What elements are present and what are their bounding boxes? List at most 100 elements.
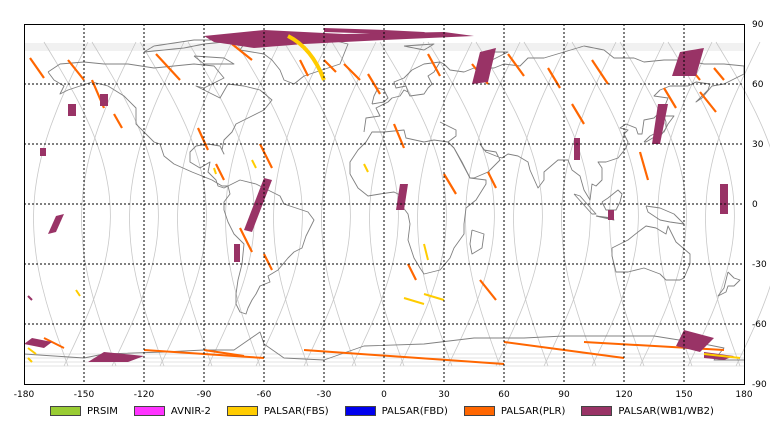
plr-swath (113, 113, 123, 129)
lon-tick-label: -60 (257, 390, 272, 400)
legend-item: AVNIR-2 (133, 405, 211, 417)
map-frame (24, 24, 745, 385)
plr-swath (591, 59, 609, 85)
plr-swath (239, 227, 253, 253)
wb-swath (48, 214, 64, 234)
plr-swath (571, 103, 585, 125)
plr-swath (343, 63, 361, 81)
plr-swath (43, 337, 65, 349)
coastline (223, 179, 315, 315)
legend-label: PALSAR(FBD) (381, 405, 448, 417)
fbs-swath (27, 357, 33, 363)
plr-swath (215, 163, 225, 181)
lon-tick-label: 30 (438, 390, 450, 400)
coverage-map: -180 -150 -120 -90 -60 -30 0 30 60 90 120 150 180 90… (14, 20, 770, 400)
plr-swath (713, 67, 725, 81)
plr-swath (392, 123, 406, 149)
legend-label: PALSAR(FBS) (263, 405, 329, 417)
wb-swath (40, 148, 46, 156)
legend-label: PALSAR(PLR) (500, 405, 566, 417)
lon-tick-label: -90 (197, 390, 212, 400)
wb-swath (234, 244, 240, 262)
wb-swath (100, 94, 108, 106)
legend-label: PALSAR(WB1/WB2) (618, 405, 714, 417)
wb-swath (324, 28, 434, 36)
plr-swath (259, 143, 273, 169)
legend-item: PRSIM (50, 406, 118, 417)
lon-tick-label: 90 (558, 390, 570, 400)
wb-swath (608, 210, 614, 220)
wb-swath (676, 330, 714, 352)
plr-swath (196, 127, 210, 151)
wb-swath (672, 48, 704, 76)
plr-swath (427, 53, 441, 77)
fbs-swath (75, 289, 81, 297)
plr-swath (29, 57, 45, 79)
plr-swath (303, 349, 505, 365)
fbs-swath (213, 167, 217, 175)
lat-tick-label: -90 (752, 380, 767, 390)
longitude-tick-labels: -180 -150 -120 -90 -60 -30 0 30 60 90 120 150 180 (14, 390, 753, 400)
plr-swath (203, 349, 245, 357)
fbs-swath (27, 347, 37, 355)
legend-swatch (581, 406, 613, 416)
legend-swatch (463, 406, 495, 416)
lat-tick-label: -30 (752, 260, 767, 270)
wb-swath (244, 178, 272, 232)
lon-tick-label: -30 (317, 390, 332, 400)
fbs-swath (703, 353, 741, 359)
lat-tick-label: 30 (752, 140, 764, 150)
plr-swath (547, 67, 561, 89)
lon-tick-label: -120 (134, 390, 155, 400)
plr-swath (638, 151, 650, 181)
lat-tick-label: 90 (752, 20, 764, 30)
coastline (573, 193, 597, 215)
latitude-tick-labels: 90 60 30 0 -30 -60 -90 (752, 20, 767, 390)
legend-swatch (133, 406, 165, 416)
plr-swath (507, 53, 525, 77)
plr-swath (663, 87, 677, 109)
lat-lon-grid (24, 24, 744, 384)
coastline (601, 189, 623, 211)
legend-swatch (344, 406, 376, 416)
wb-swath (652, 104, 668, 144)
coastline (469, 229, 485, 255)
plr-swath (231, 43, 253, 61)
plr-swath (67, 59, 85, 81)
legend-item: PALSAR(FBS) (226, 405, 329, 417)
observation-swaths (24, 28, 741, 365)
coastline (193, 55, 235, 65)
wb-swath (24, 338, 52, 348)
fbs-swath (423, 243, 429, 261)
wb-swath (27, 295, 33, 301)
lat-tick-label: 60 (752, 80, 764, 90)
lat-tick-label: 0 (752, 200, 758, 210)
lon-tick-label: 180 (735, 390, 752, 400)
plr-swath (479, 279, 497, 301)
coastline (717, 271, 741, 297)
fbs-swath (423, 293, 445, 301)
lat-tick-label: -60 (752, 320, 767, 330)
legend-item: PALSAR(FBD) (344, 405, 448, 417)
plr-swath (263, 253, 273, 271)
wb-swath (472, 48, 496, 84)
plr-swath (299, 59, 309, 77)
plr-swath (487, 171, 497, 189)
wb-swath (574, 138, 580, 160)
fbs-swath (251, 159, 257, 169)
lon-tick-label: 60 (498, 390, 510, 400)
plr-swath (443, 173, 457, 195)
legend-label: PRSIM (87, 405, 118, 417)
legend-swatch (226, 406, 258, 416)
fbs-swath (363, 163, 369, 173)
plr-swath (699, 91, 717, 113)
lon-tick-label: 150 (675, 390, 692, 400)
legend-item: PALSAR(PLR) (463, 405, 566, 417)
coastline (403, 43, 435, 51)
plr-swath (155, 53, 181, 81)
plr-swath (407, 263, 417, 281)
lon-tick-label: 0 (381, 390, 387, 400)
fbs-swath (287, 34, 326, 81)
legend-label: AVNIR-2 (170, 405, 211, 417)
legend-swatch (50, 406, 81, 416)
